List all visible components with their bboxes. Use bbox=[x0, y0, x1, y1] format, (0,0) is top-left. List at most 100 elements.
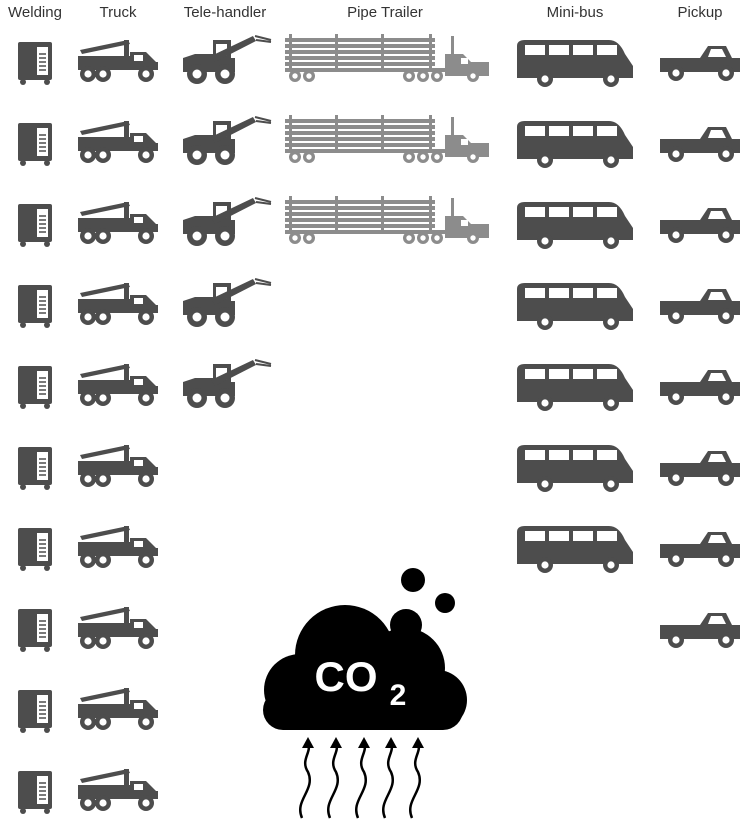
hub bbox=[221, 394, 230, 403]
stake bbox=[335, 196, 338, 230]
hub bbox=[142, 556, 149, 563]
hub bbox=[541, 237, 548, 244]
panel bbox=[37, 290, 48, 318]
window bbox=[573, 126, 593, 136]
hub bbox=[193, 313, 202, 322]
icon bbox=[183, 36, 271, 84]
window bbox=[525, 207, 545, 217]
icon bbox=[183, 198, 271, 246]
wheel bbox=[44, 79, 50, 85]
window bbox=[549, 126, 569, 136]
icon bbox=[517, 202, 633, 249]
icon bbox=[18, 447, 52, 490]
panel bbox=[37, 533, 48, 561]
hub bbox=[84, 556, 91, 563]
pipe bbox=[285, 206, 435, 210]
window bbox=[134, 541, 143, 547]
forks bbox=[255, 279, 271, 285]
crane bbox=[80, 283, 130, 297]
hub bbox=[193, 232, 202, 241]
icon bbox=[78, 40, 158, 82]
hub bbox=[84, 718, 91, 725]
icon bbox=[517, 121, 633, 168]
hub bbox=[84, 394, 91, 401]
hub bbox=[420, 73, 425, 78]
hub bbox=[142, 718, 149, 725]
forks bbox=[255, 36, 271, 42]
hub bbox=[722, 636, 729, 643]
hub bbox=[722, 231, 729, 238]
pipe bbox=[285, 125, 435, 129]
window bbox=[525, 288, 545, 298]
co-text: CO bbox=[315, 653, 378, 700]
window bbox=[549, 207, 569, 217]
window bbox=[461, 220, 468, 226]
crane bbox=[80, 607, 130, 621]
panel bbox=[37, 128, 48, 156]
icon bbox=[18, 204, 52, 247]
column-label: Tele-handler bbox=[184, 4, 267, 21]
bubble bbox=[435, 593, 455, 613]
hub bbox=[607, 318, 614, 325]
hub bbox=[99, 475, 106, 482]
hub bbox=[292, 235, 297, 240]
wheel bbox=[20, 808, 26, 814]
post bbox=[124, 445, 129, 461]
hub bbox=[722, 69, 729, 76]
wavy-arrow bbox=[410, 744, 420, 818]
hub bbox=[541, 480, 548, 487]
hub bbox=[541, 561, 548, 568]
icon-column bbox=[78, 40, 158, 811]
hub bbox=[84, 313, 91, 320]
stake bbox=[381, 196, 384, 230]
column-label: Pipe Trailer bbox=[347, 4, 423, 21]
hub bbox=[99, 799, 106, 806]
hub bbox=[470, 154, 475, 159]
icon-column bbox=[517, 40, 633, 573]
pipe bbox=[285, 224, 435, 228]
icon bbox=[660, 613, 740, 648]
column-label: Mini-bus bbox=[547, 4, 604, 21]
hub bbox=[84, 799, 91, 806]
window bbox=[597, 207, 617, 217]
window bbox=[525, 369, 545, 379]
cab bbox=[445, 216, 489, 238]
crane bbox=[80, 40, 130, 54]
icon-column bbox=[285, 34, 489, 244]
arrow-head bbox=[302, 737, 314, 748]
window bbox=[134, 703, 143, 709]
hub bbox=[672, 69, 679, 76]
forks bbox=[255, 198, 271, 204]
bubble bbox=[401, 568, 425, 592]
hub bbox=[193, 70, 202, 79]
icon bbox=[78, 688, 158, 730]
pipe bbox=[285, 218, 435, 222]
wheel bbox=[44, 646, 50, 652]
hub bbox=[722, 393, 729, 400]
window bbox=[134, 379, 143, 385]
hub bbox=[434, 73, 439, 78]
co-subscript: 2 bbox=[390, 679, 407, 712]
hub bbox=[434, 235, 439, 240]
wheel bbox=[20, 484, 26, 490]
hub bbox=[221, 313, 230, 322]
panel bbox=[37, 209, 48, 237]
window bbox=[549, 531, 569, 541]
wheel bbox=[44, 322, 50, 328]
icon bbox=[660, 370, 740, 405]
wheel bbox=[20, 403, 26, 409]
stake bbox=[289, 196, 292, 230]
hub bbox=[292, 73, 297, 78]
post bbox=[124, 688, 129, 704]
stake bbox=[429, 34, 432, 68]
icon bbox=[18, 42, 52, 85]
window bbox=[573, 45, 593, 55]
icon bbox=[78, 364, 158, 406]
arrow-head bbox=[385, 737, 397, 748]
window bbox=[134, 55, 143, 61]
wheel bbox=[20, 79, 26, 85]
window bbox=[461, 139, 468, 145]
crane bbox=[80, 688, 130, 702]
hub bbox=[406, 154, 411, 159]
hub bbox=[607, 237, 614, 244]
